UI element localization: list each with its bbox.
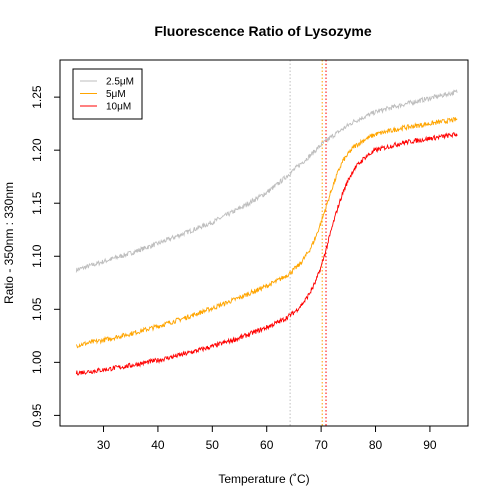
legend-label: 5μM <box>106 89 126 100</box>
reference-lines <box>289 60 327 426</box>
y-tick-label: 1.10 <box>30 244 44 268</box>
y-axis-label: Ratio - 350nm : 330nm <box>2 182 16 304</box>
axes: 30 40 50 60 70 80 90 0.95 1.00 1.05 1.10 1.15 1.20 1.… <box>30 85 437 452</box>
y-tick-label: 0.95 <box>30 403 44 427</box>
legend-label: 10μM <box>106 102 131 113</box>
y-tick-label: 1.20 <box>30 138 44 162</box>
x-tick-label: 70 <box>314 438 328 452</box>
x-tick-label: 30 <box>97 438 111 452</box>
y-tick-label: 1.00 <box>30 350 44 374</box>
series-line-3 <box>75 131 458 376</box>
series-line-1 <box>75 89 458 273</box>
x-tick-label: 90 <box>423 438 437 452</box>
chart-title: Fluorescence Ratio of Lysozyme <box>154 23 372 39</box>
y-tick-label: 1.25 <box>30 85 44 109</box>
series-line-2 <box>75 117 458 349</box>
x-tick-label: 80 <box>369 438 383 452</box>
y-tick-label: 1.15 <box>30 191 44 215</box>
legend-label: 2.5μM <box>106 77 134 88</box>
x-axis-label: Temperature (˚C) <box>218 472 309 486</box>
series-lines <box>75 89 458 376</box>
x-tick-label: 40 <box>151 438 165 452</box>
x-tick-label: 50 <box>206 438 220 452</box>
x-tick-label: 60 <box>260 438 274 452</box>
y-tick-label: 1.05 <box>30 297 44 321</box>
